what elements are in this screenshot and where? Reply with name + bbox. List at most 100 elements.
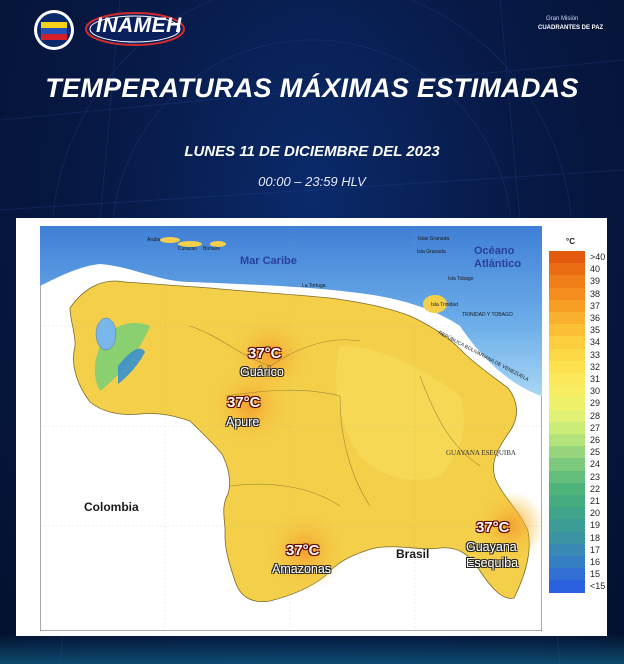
legend-value: 15 — [590, 569, 601, 580]
label-brasil: Brasil — [396, 547, 430, 561]
legend-value: 30 — [590, 386, 601, 397]
legend-entry: <15 — [549, 580, 605, 593]
forecast-date: LUNES 11 DE DICIEMBRE DEL 2023 — [184, 143, 440, 160]
venezuela-land — [69, 280, 530, 603]
legend-value: 24 — [590, 459, 601, 470]
label-isla-granada: Isla Granada — [417, 249, 446, 255]
legend-swatch — [549, 409, 585, 422]
hotspot-apure-name: Apure — [226, 415, 260, 429]
label-guayana-esequiba-region: GUAYANA ESEQUIBA — [446, 449, 516, 457]
legend-entry: 15 — [549, 568, 600, 581]
legend-entry: 27 — [549, 421, 600, 434]
legend-value: 22 — [590, 483, 601, 494]
legend-value: 29 — [590, 398, 601, 409]
legend-value: 39 — [590, 276, 601, 287]
legend-swatch — [549, 251, 585, 264]
label-mar-caribe: Mar Caribe — [240, 255, 297, 267]
hotspot-esequiba-temp: 37°C — [476, 519, 510, 536]
legend-swatch — [549, 312, 585, 325]
legend-value: 35 — [590, 325, 601, 336]
legend-swatch — [549, 556, 585, 569]
legend-value: 38 — [590, 288, 601, 299]
inameh-logo — [85, 12, 185, 46]
legend-entry: 38 — [549, 287, 600, 300]
legend-entry: 24 — [549, 458, 600, 471]
label-atlantico: Atlántico — [474, 258, 522, 270]
legend-entry: 25 — [549, 446, 600, 459]
legend-value: 32 — [590, 361, 601, 372]
hotspot-guarico-name: Guárico — [240, 365, 284, 379]
legend-swatch — [549, 495, 585, 508]
legend-entry: >40 — [549, 251, 605, 264]
legend-value: <15 — [590, 581, 606, 592]
hotspot-apure-temp: 37°C — [227, 394, 261, 411]
label-curacao: Curacao — [178, 246, 197, 252]
legend-entry: 35 — [549, 324, 600, 337]
legend-swatch — [549, 446, 585, 459]
temperature-map — [40, 226, 542, 631]
legend-swatch — [549, 299, 585, 312]
legend-value: 31 — [590, 374, 601, 384]
legend-swatch — [549, 263, 585, 276]
legend-entry: 22 — [549, 482, 600, 495]
hotspot-amazonas-temp: 37°C — [286, 542, 320, 559]
page-title: TEMPERATURAS MÁXIMAS ESTIMADAS — [45, 73, 579, 103]
legend-swatch — [549, 324, 585, 337]
legend-entry: 39 — [549, 275, 600, 288]
legend-entry: 31 — [549, 373, 600, 386]
label-bonaire: Bonaire — [203, 246, 221, 252]
legend-entry: 36 — [549, 312, 600, 325]
legend-swatch — [549, 348, 585, 361]
legend-entry: 16 — [549, 556, 600, 569]
label-oceano: Océano — [474, 245, 515, 257]
label-aruba: Aruba — [147, 237, 161, 243]
legend-swatch — [549, 470, 585, 483]
legend-entry: 30 — [549, 385, 600, 398]
legend-value: 27 — [590, 422, 601, 433]
legend-value: 40 — [590, 264, 601, 275]
legend-entry: 17 — [549, 543, 600, 556]
label-colombia: Colombia — [84, 500, 139, 514]
legend-entry: 32 — [549, 360, 600, 373]
hotspot-esequiba-name-line2: Esequiba — [466, 556, 519, 570]
legend-swatch — [549, 385, 585, 398]
label-isla-trinidad: Isla Trinidad — [431, 302, 458, 308]
label-trinidad-tobago: TRINIDAD Y TOBAGO — [462, 312, 513, 318]
legend-value: 21 — [590, 496, 601, 506]
legend-entry: 34 — [549, 336, 600, 349]
sea-area — [40, 226, 542, 396]
legend-swatch — [549, 287, 585, 300]
legend-value: 36 — [590, 313, 601, 323]
label-islas-granada: Islas Granada — [418, 236, 450, 242]
legend-swatch — [549, 275, 585, 288]
legend-swatch — [549, 507, 585, 520]
legend-swatch — [549, 397, 585, 410]
legend-entry: 20 — [549, 507, 600, 520]
legend-entry: 28 — [549, 409, 600, 422]
legend-value: 28 — [590, 410, 601, 421]
legend-entry: 29 — [549, 397, 600, 410]
legend-swatch — [549, 421, 585, 434]
legend-value: 19 — [590, 520, 601, 531]
legend-entry: 21 — [549, 495, 600, 508]
label-isla-tobago: Isla Tobago — [448, 276, 474, 282]
bottom-glow — [0, 634, 624, 664]
legend-value: 26 — [590, 435, 601, 445]
legend-entry: 40 — [549, 263, 600, 276]
legend-entry: 19 — [549, 519, 600, 532]
legend-value: 20 — [590, 508, 601, 519]
label-la-tortuga: La Tortuga — [302, 283, 326, 289]
legend-value: 18 — [590, 532, 601, 543]
legend-value: >40 — [590, 252, 606, 262]
hotspot-esequiba-name-line1: Guayana — [466, 540, 517, 554]
legend-value: 16 — [590, 557, 601, 567]
legend-entry: 26 — [549, 434, 600, 447]
hotspot-guarico-temp: 37°C — [248, 345, 282, 362]
legend-value: 37 — [590, 300, 601, 311]
legend-entry: 37 — [549, 299, 600, 312]
legend-entry: 18 — [549, 531, 600, 544]
legend-value: 17 — [590, 544, 601, 555]
legend-unit: °C — [566, 237, 575, 246]
hotspot-amazonas-name: Amazonas — [272, 562, 332, 576]
legend-swatch — [549, 373, 585, 386]
